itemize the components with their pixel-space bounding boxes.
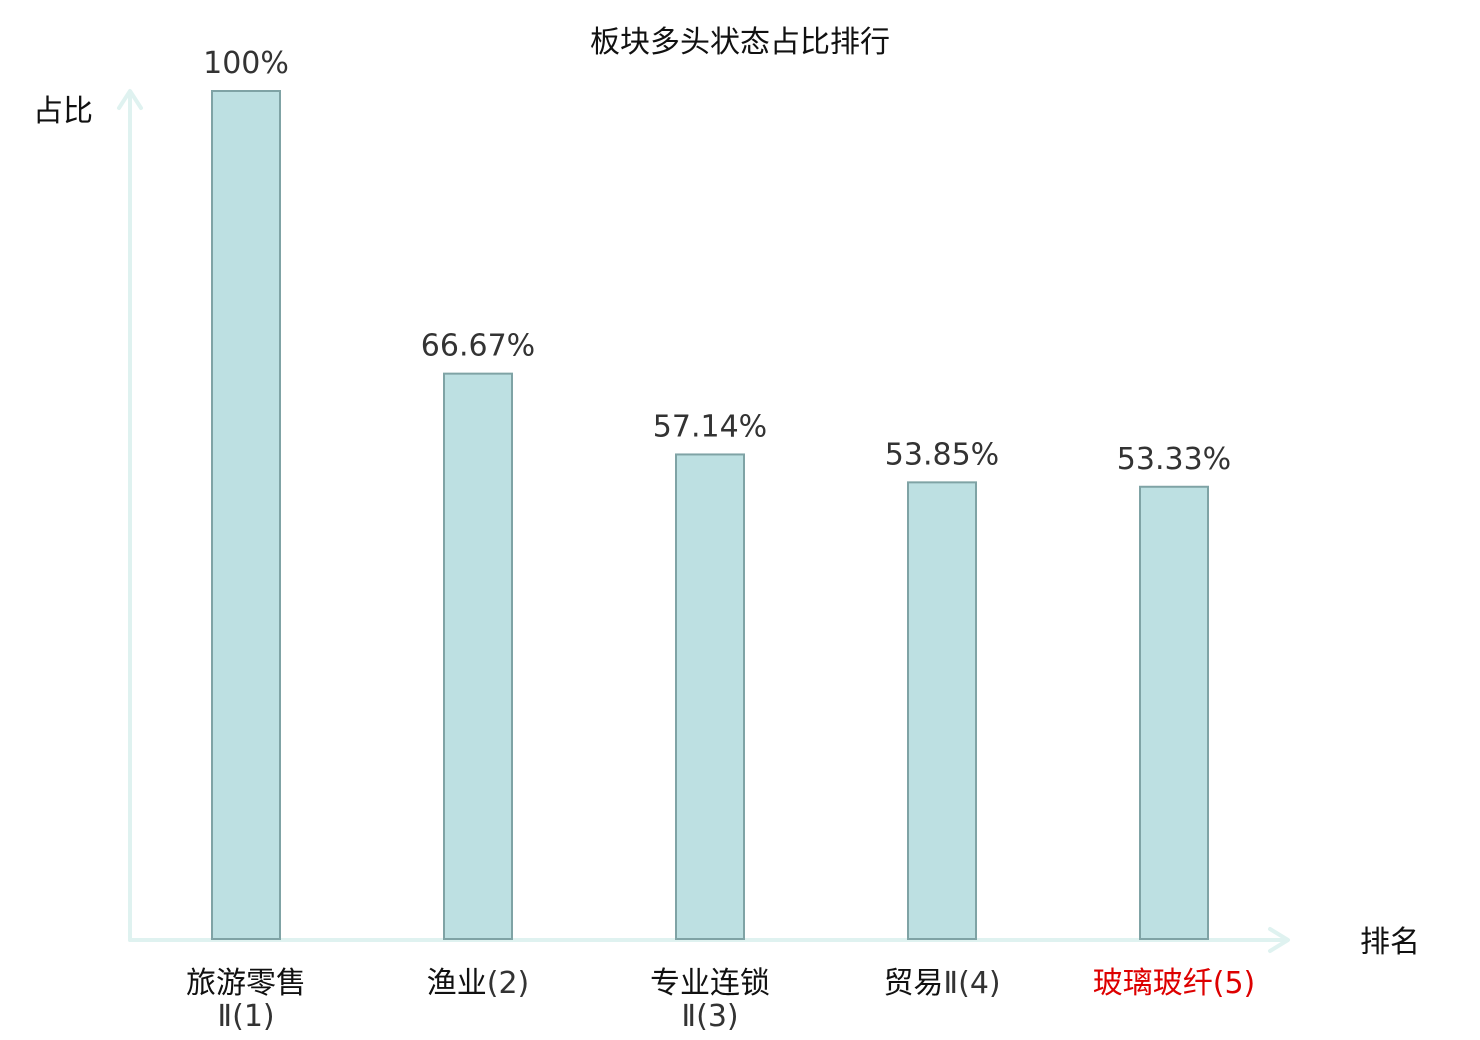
- y-axis: 占比: [33, 89, 143, 942]
- data-label: 66.67%: [421, 329, 535, 364]
- x-tick-label: 渔业(2): [427, 966, 530, 1001]
- bar-series: [211, 90, 1209, 940]
- y-axis-arrow-icon: [117, 89, 143, 110]
- x-tick-label-suffix: Ⅱ(3): [681, 999, 738, 1034]
- x-tick-label-name: 专业连锁: [650, 966, 770, 1001]
- x-tick-label: 贸易Ⅱ(4): [883, 966, 1000, 1001]
- x-axis: 排名: [128, 925, 1420, 960]
- bar: [1139, 485, 1209, 940]
- x-tick-label-suffix: (2): [487, 966, 530, 1001]
- x-tick-label-suffix: Ⅱ(1): [217, 999, 274, 1034]
- x-tick-label: 专业连锁 Ⅱ(3): [650, 966, 770, 1034]
- bar: [443, 372, 513, 940]
- x-tick-label-suffix: Ⅱ(4): [943, 966, 1000, 1001]
- x-tick-label-name: 玻璃玻纤: [1093, 966, 1213, 1001]
- data-label: 53.33%: [1117, 442, 1231, 477]
- x-tick-label-name: 渔业: [427, 966, 487, 1001]
- bar: [211, 90, 281, 940]
- data-label: 100%: [203, 46, 289, 81]
- bar: [675, 453, 745, 940]
- x-axis-label: 排名: [1360, 925, 1420, 960]
- x-tick-label: 旅游零售 Ⅱ(1): [186, 966, 306, 1034]
- data-label: 53.85%: [885, 437, 999, 472]
- data-labels: 100% 66.67% 57.14% 53.85% 53.33%: [203, 46, 1231, 477]
- chart-title: 板块多头状态占比排行: [590, 25, 890, 60]
- x-axis-arrow-icon: [1268, 927, 1290, 953]
- x-tick-label-name: 旅游零售: [186, 966, 306, 1001]
- x-tick-labels: 旅游零售 Ⅱ(1) 渔业(2) 专业连锁 Ⅱ(3) 贸易Ⅱ(4) 玻璃玻纤(5): [186, 966, 1255, 1034]
- x-tick-label-suffix: (5): [1213, 966, 1256, 1001]
- x-tick-label-name: 贸易: [883, 966, 943, 1001]
- data-label: 57.14%: [653, 409, 767, 444]
- y-axis-label: 占比: [33, 94, 93, 129]
- bar: [907, 481, 977, 940]
- x-tick-label: 玻璃玻纤(5): [1093, 966, 1256, 1001]
